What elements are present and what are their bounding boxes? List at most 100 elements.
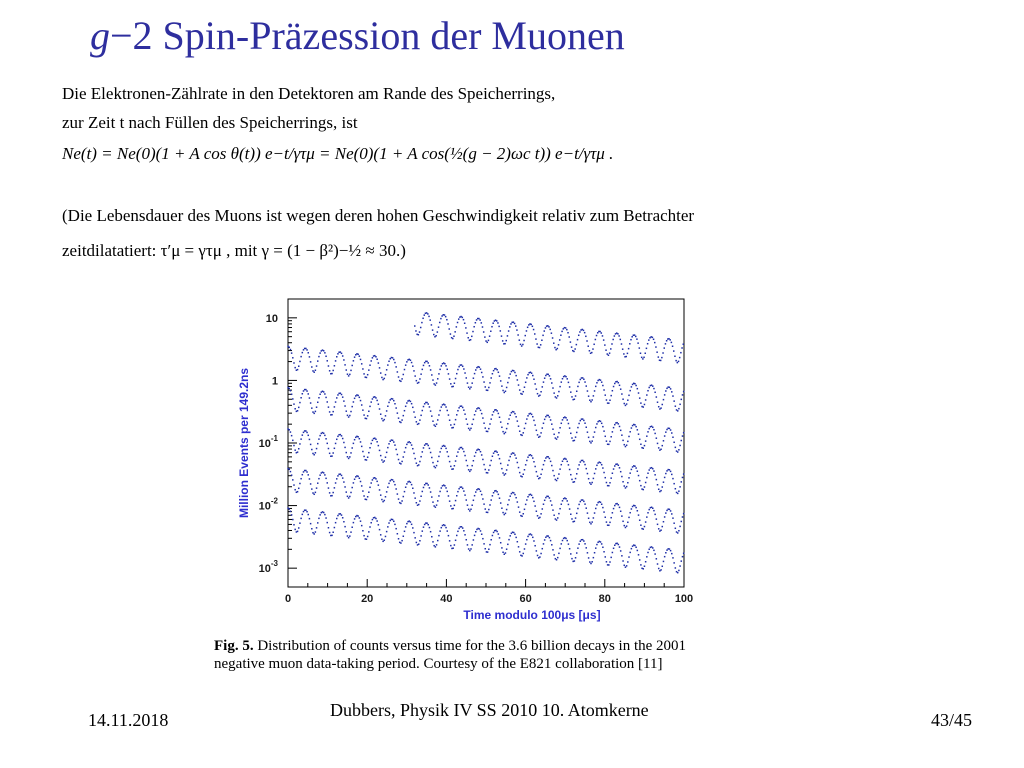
data-point-series-6 [511,531,514,533]
data-point-series-4 [321,431,324,434]
data-point-series-4 [571,478,573,481]
data-point-series-6 [439,530,441,532]
data-point-series-5 [529,493,532,496]
data-point-series-6 [575,552,578,554]
y-tick-base: 10 [259,501,271,513]
data-point-series-1 [669,339,671,341]
data-point-series-6 [488,548,490,550]
data-point-series-4 [293,444,295,447]
data-point-series-6 [679,565,681,567]
data-point-series-5 [644,521,647,523]
data-point-series-3 [510,411,513,414]
data-point-series-3 [292,398,294,400]
data-point-series-4 [393,441,395,443]
data-point-series-4 [453,465,456,467]
data-point-series-6 [466,544,469,546]
data-point-series-3 [560,422,563,425]
data-point-series-3 [498,416,501,419]
data-point-series-6 [636,549,639,552]
data-point-series-1 [625,355,627,358]
data-point-series-4 [661,486,664,488]
data-point-series-4 [431,456,433,459]
data-point-series-4 [573,481,576,483]
data-point-series-2 [604,394,606,396]
data-point-series-1 [462,318,465,321]
data-point-series-3 [666,428,668,431]
data-point-series-4 [371,439,374,442]
data-point-series-6 [478,528,481,530]
data-point-series-3 [517,425,520,427]
data-point-series-5 [483,503,485,505]
data-point-series-5 [407,481,409,483]
data-point-series-5 [524,503,527,506]
data-point-series-5 [561,500,564,502]
data-point-series-4 [483,463,485,466]
data-point-series-3 [644,440,647,442]
data-point-series-2 [451,385,453,388]
data-point-series-3 [438,414,440,416]
data-point-series-3 [667,427,669,429]
data-point-series-1 [538,346,541,349]
data-point-series-4 [633,465,635,467]
data-point-series-4 [301,434,304,436]
data-point-series-2 [488,386,490,389]
data-point-series-4 [621,475,623,478]
data-point-series-3 [327,406,330,408]
data-point-series-4 [360,445,363,448]
data-point-series-4 [407,441,409,444]
data-point-series-5 [400,502,402,505]
data-point-series-6 [395,527,397,530]
data-point-series-2 [331,372,333,375]
data-point-series-5 [552,509,554,511]
data-point-series-3 [641,446,643,449]
data-point-series-6 [529,533,532,535]
data-point-series-4 [423,444,426,446]
data-point-series-2 [370,360,372,362]
data-point-series-5 [398,501,401,504]
data-point-series-6 [656,563,659,565]
data-point-series-4 [660,489,662,492]
data-point-series-4 [320,432,323,435]
data-point-series-4 [585,467,587,470]
data-point-series-3 [331,413,333,416]
data-point-series-1 [522,343,524,346]
data-point-series-4 [330,455,332,457]
data-point-series-4 [594,468,597,470]
data-point-series-1 [475,319,478,321]
data-point-series-6 [375,517,377,520]
data-point-series-5 [611,512,614,514]
data-point-series-3 [501,426,503,429]
data-point-series-3 [475,410,477,412]
data-point-series-3 [447,414,450,416]
data-point-series-5 [295,491,298,494]
data-point-series-4 [618,467,621,469]
data-point-series-4 [567,464,570,466]
data-point-series-4 [466,464,469,467]
data-point-series-3 [583,419,585,422]
data-point-series-4 [489,464,491,467]
data-point-series-4 [552,469,554,472]
data-point-series-2 [428,365,431,367]
data-point-series-3 [534,424,536,426]
data-point-series-5 [294,488,296,491]
data-point-series-3 [317,401,319,404]
data-point-series-1 [595,334,598,337]
data-point-series-6 [410,523,413,526]
data-point-series-5 [547,495,549,498]
data-point-series-2 [579,378,582,381]
data-point-series-6 [295,531,298,533]
data-point-series-2 [527,373,529,376]
data-point-series-5 [523,508,526,511]
data-point-series-3 [436,419,439,421]
data-point-series-2 [649,384,652,387]
data-point-series-3 [439,409,441,412]
data-point-series-4 [426,443,428,445]
data-point-series-4 [572,481,574,483]
data-point-series-1 [665,340,668,342]
data-point-series-2 [312,370,314,372]
data-point-series-3 [533,419,535,422]
data-point-series-2 [295,369,298,371]
data-point-series-4 [602,467,604,469]
data-point-series-3 [334,401,337,403]
data-point-series-6 [652,547,654,549]
